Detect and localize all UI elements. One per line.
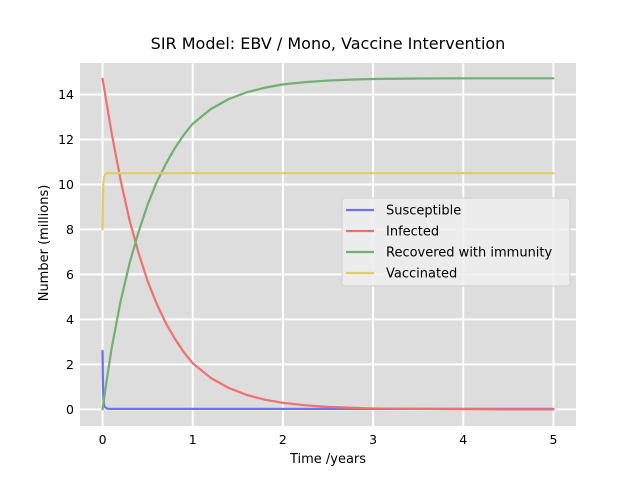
x-tick-label: 3 — [369, 432, 377, 447]
x-tick-label: 0 — [99, 432, 107, 447]
x-tick-label: 2 — [279, 432, 287, 447]
series-lines — [101, 77, 555, 411]
legend: Susceptible Infected Recovered with immuni… — [341, 197, 571, 287]
legend-label: Recovered with immunity — [386, 246, 553, 261]
y-tick-label: 4 — [66, 312, 74, 327]
series-line-vaccinated — [101, 172, 555, 231]
y-tick-label: 2 — [66, 357, 74, 372]
chart-title: SIR Model: EBV / Mono, Vaccine Intervent… — [151, 34, 506, 53]
x-axis-label: Time /years — [289, 452, 366, 467]
y-tick-label: 12 — [58, 132, 74, 147]
y-tick-label: 8 — [66, 222, 74, 237]
y-tick-label: 0 — [66, 402, 74, 417]
legend-label: Infected — [386, 225, 439, 240]
x-tick-label: 1 — [189, 432, 197, 447]
legend-label: Vaccinated — [386, 267, 457, 282]
series-line-recovered-with-immunity — [101, 77, 555, 411]
y-tick-label: 10 — [58, 177, 74, 192]
y-tick-label: 14 — [58, 87, 74, 102]
series-line-infected — [101, 77, 555, 411]
x-tick-label: 5 — [549, 432, 557, 447]
y-axis-label: Number (millions) — [37, 185, 52, 302]
y-tick-label: 6 — [66, 267, 74, 282]
x-tick-label: 4 — [459, 432, 467, 447]
legend-label: Susceptible — [386, 204, 461, 219]
legend-box — [341, 197, 571, 287]
